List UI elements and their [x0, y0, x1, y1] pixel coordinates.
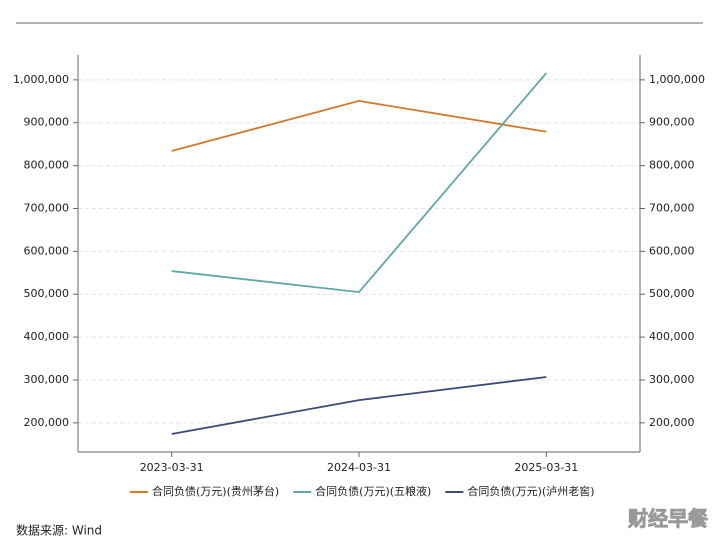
- legend-label: 合同负债(万元)(贵州茅台): [152, 484, 279, 498]
- y-tick-label: 600,000: [24, 244, 70, 257]
- series-line: [171, 72, 548, 294]
- y2-tick-label: 600,000: [649, 244, 695, 257]
- y2-tick-label: 300,000: [649, 373, 695, 386]
- x-tick-label: 2023-03-31: [140, 461, 204, 474]
- series-line: [171, 376, 547, 435]
- y2-tick-label: 500,000: [649, 287, 695, 300]
- legend-label: 合同负债(万元)(泸州老窖): [467, 484, 594, 498]
- watermark: 财经早餐: [628, 507, 709, 531]
- y-tick-label: 1,000,000: [13, 73, 69, 86]
- y-tick-label: 800,000: [24, 159, 70, 172]
- y2-tick-label: 800,000: [649, 159, 695, 172]
- y2-tick-label: 400,000: [649, 330, 695, 343]
- x-tick-label: 2024-03-31: [327, 461, 391, 474]
- y-tick-label: 200,000: [24, 416, 70, 429]
- y-tick-label: 300,000: [24, 373, 70, 386]
- x-tick-label: 2025-03-31: [514, 461, 578, 474]
- y-tick-label: 500,000: [24, 287, 70, 300]
- y2-tick-label: 200,000: [649, 416, 695, 429]
- legend-label: 合同负债(万元)(五粮液): [315, 484, 431, 498]
- source: 数据来源: Wind: [16, 523, 102, 538]
- y-tick-label: 700,000: [24, 201, 70, 214]
- y-tick-label: 900,000: [24, 116, 70, 129]
- y2-tick-label: 900,000: [649, 116, 695, 129]
- series-line: [171, 99, 547, 152]
- y2-tick-label: 1,000,000: [649, 73, 705, 86]
- y2-tick-label: 700,000: [649, 201, 695, 214]
- y-tick-label: 400,000: [24, 330, 70, 343]
